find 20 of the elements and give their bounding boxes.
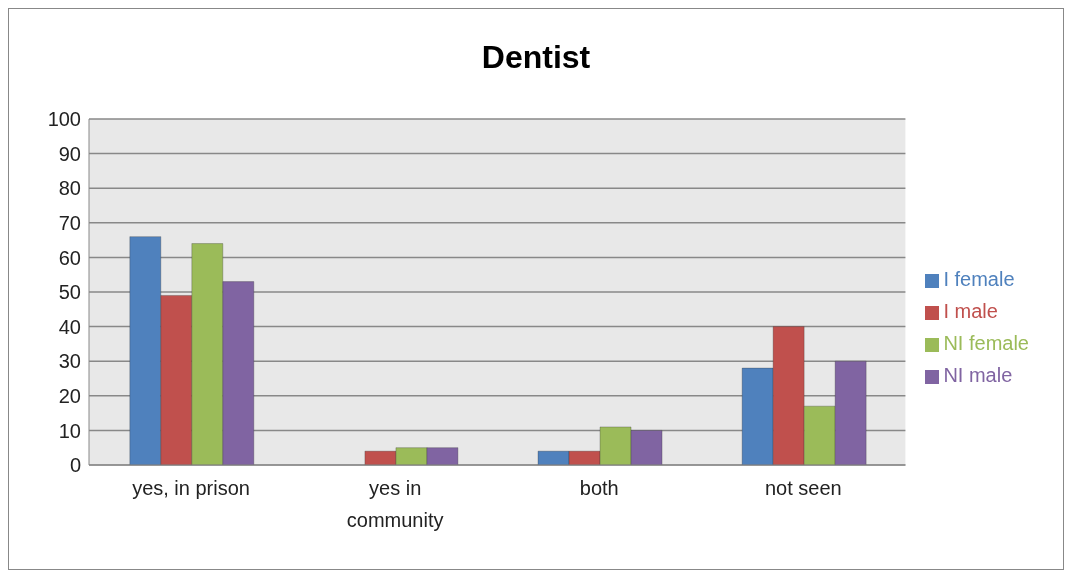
y-tick-label: 80 [58,177,81,200]
chart-title: Dentist [480,38,592,77]
y-tick-label: 100 [47,108,81,131]
legend-label: I male [943,300,998,322]
x-tick-label: yes, in prison [132,477,250,499]
y-tick-label: 10 [58,419,81,442]
y-tick-label: 60 [58,246,81,269]
y-tick-label: 20 [58,384,81,407]
y-tick-label: 70 [58,211,81,234]
y-tick-label: 0 [69,454,81,477]
y-tick-label: 30 [58,350,81,373]
legend-label: I female [943,268,1015,290]
x-tick-label: both [579,477,619,499]
y-tick-label: 50 [58,281,81,304]
legend-label: NI male [943,364,1013,386]
legend-label: NI female [943,332,1029,354]
y-tick-label: 90 [58,142,81,165]
x-tick-label: not seen [764,477,842,499]
y-tick-label: 40 [58,315,81,338]
x-tick-label: yes in community [346,477,444,531]
